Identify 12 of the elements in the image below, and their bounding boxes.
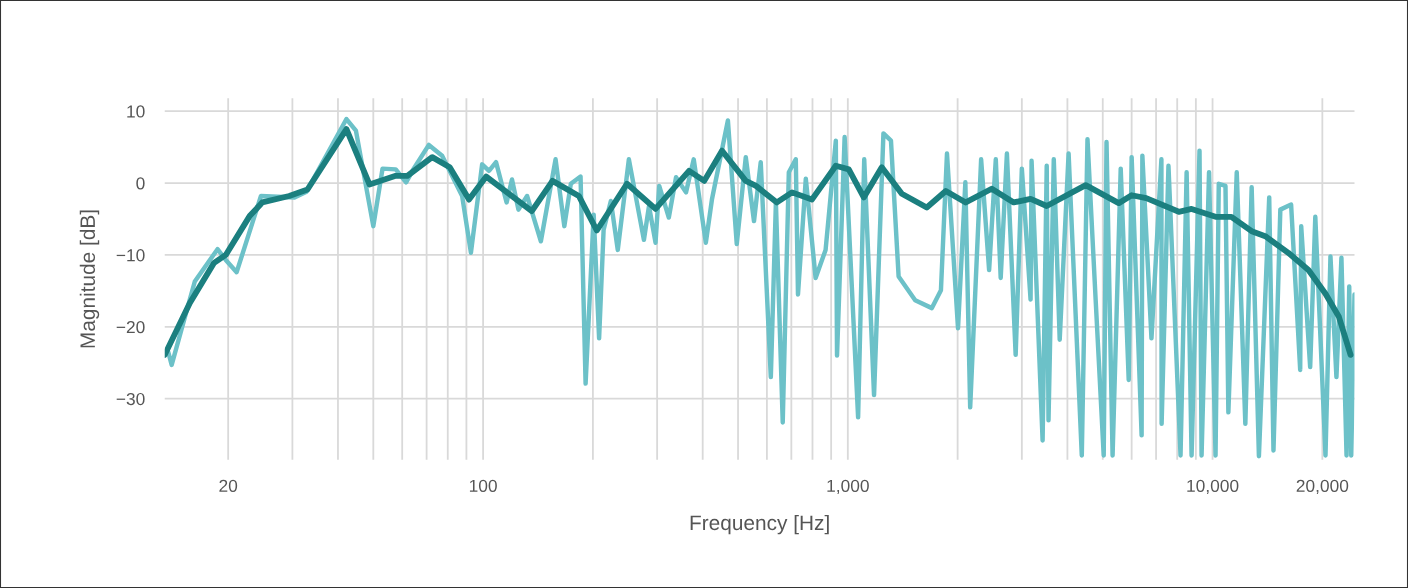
x-tick-label: 1,000: [827, 479, 869, 495]
x-tick-label: 10,000: [1187, 479, 1239, 495]
y-tick-label: 10: [127, 105, 145, 118]
y-axis-title: Magnitude [dB]: [79, 210, 100, 348]
x-tick-label: 20: [219, 479, 238, 493]
x-tick-label: 100: [469, 479, 497, 493]
y-tick-label: 0: [136, 177, 145, 190]
y-tick-label: −10: [116, 249, 145, 262]
y-tick-label: −20: [116, 320, 145, 334]
x-tick-label: 20,000: [1296, 479, 1349, 495]
y-tick-label: −30: [116, 392, 145, 406]
x-axis-title: Frequency [Hz]: [690, 514, 829, 535]
